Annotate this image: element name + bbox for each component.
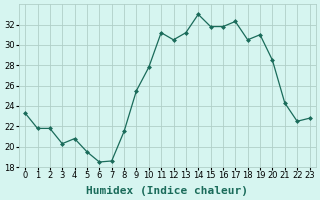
X-axis label: Humidex (Indice chaleur): Humidex (Indice chaleur) (86, 186, 248, 196)
